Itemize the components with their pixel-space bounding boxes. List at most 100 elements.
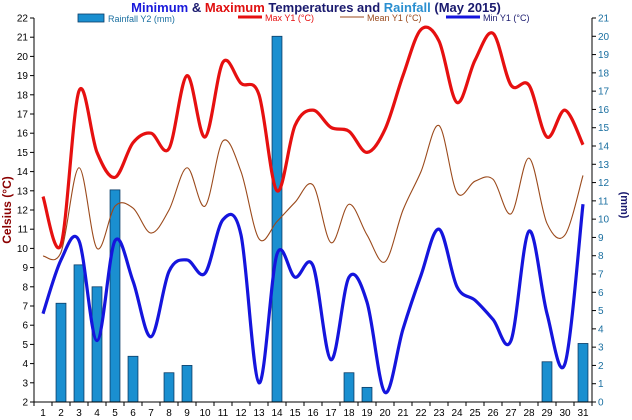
max-temperature-line xyxy=(41,25,585,250)
x-tick-label: 5 xyxy=(112,408,118,419)
left-tick-label: 11 xyxy=(18,225,29,236)
rainfall-bar xyxy=(109,189,121,403)
left-tick-label: 16 xyxy=(17,129,29,140)
rainfall-bar xyxy=(91,286,103,403)
chart-title: Minimum & Maximum Temperatures and Rainf… xyxy=(131,0,501,15)
x-tick-label: 30 xyxy=(559,408,571,419)
x-tick-label: 10 xyxy=(199,408,211,419)
left-tick-label: 4 xyxy=(22,359,28,370)
right-tick-label: 3 xyxy=(598,343,604,354)
left-tick-label: 5 xyxy=(22,340,28,351)
legend-min-label: Min Y1 (°C) xyxy=(483,13,529,23)
x-tick-label: 17 xyxy=(325,408,337,419)
rainfall-bar xyxy=(181,365,193,403)
title-part: & xyxy=(188,0,205,15)
x-tick-label: 16 xyxy=(307,408,319,419)
x-tick-label: 13 xyxy=(253,408,265,419)
title-part: Rainfall xyxy=(384,0,431,15)
x-tick-label: 24 xyxy=(451,408,463,419)
left-tick-label: 7 xyxy=(22,302,28,313)
right-tick-label: 16 xyxy=(598,105,610,116)
rainfall-bar xyxy=(271,35,283,403)
left-tick-label: 17 xyxy=(17,110,29,121)
x-tick-label: 3 xyxy=(76,408,82,419)
right-tick-label: 10 xyxy=(598,215,610,226)
rainfall-bar xyxy=(55,302,67,403)
x-tick-label: 1 xyxy=(40,408,46,419)
left-tick-label: 21 xyxy=(17,33,29,44)
right-tick-label: 14 xyxy=(598,142,610,153)
right-tick-label: 5 xyxy=(598,306,604,317)
left-tick-label: 10 xyxy=(17,244,29,255)
right-tick-label: 19 xyxy=(598,50,610,61)
right-tick-label: 2 xyxy=(598,361,604,372)
left-axis-label: Celsius (°C) xyxy=(0,176,14,243)
right-tick-label: 0 xyxy=(598,398,604,409)
right-tick-label: 20 xyxy=(598,32,610,43)
x-tick-label: 20 xyxy=(379,408,391,419)
right-tick-label: 6 xyxy=(598,288,604,299)
legend-max-label: Max Y1 (°C) xyxy=(265,13,314,23)
left-tick-label: 15 xyxy=(17,148,29,159)
left-tick-label: 13 xyxy=(17,186,29,197)
rainfall-bar xyxy=(541,361,553,403)
x-tick-label: 22 xyxy=(415,408,427,419)
min-temperature-line xyxy=(41,204,585,395)
x-tick-label: 15 xyxy=(289,408,301,419)
x-tick-label: 4 xyxy=(94,408,100,419)
x-tick-label: 12 xyxy=(235,408,247,419)
x-tick-label: 18 xyxy=(343,408,355,419)
left-tick-label: 9 xyxy=(22,263,28,274)
legend: Rainfall Y2 (mm) Max Y1 (°C) Mean Y1 (°C… xyxy=(77,13,529,24)
x-tick-label: 26 xyxy=(487,408,499,419)
temperature-lines xyxy=(41,25,585,395)
x-tick-label: 7 xyxy=(148,408,154,419)
right-tick-label: 9 xyxy=(598,233,604,244)
left-tick-label: 22 xyxy=(17,14,29,25)
x-tick-label: 28 xyxy=(523,408,535,419)
left-tick-label: 18 xyxy=(17,90,29,101)
title-part: Temperatures and xyxy=(265,0,384,15)
rainfall-bar xyxy=(163,372,175,403)
left-tick-label: 20 xyxy=(17,52,29,63)
left-tick-label: 3 xyxy=(22,378,28,389)
mean-temperature-line xyxy=(42,124,584,263)
x-tick-label: 19 xyxy=(361,408,373,419)
right-tick-label: 21 xyxy=(598,14,610,25)
rainfall-bars xyxy=(55,35,589,403)
right-tick-label: 4 xyxy=(598,324,604,335)
x-tick-label: 23 xyxy=(433,408,445,419)
right-tick-label: 17 xyxy=(598,87,610,98)
x-tick-label: 25 xyxy=(469,408,481,419)
left-tick-label: 14 xyxy=(17,167,29,178)
right-tick-label: 11 xyxy=(598,196,609,207)
right-tick-label: 12 xyxy=(598,178,610,189)
rainfall-bar xyxy=(361,386,373,403)
axes: 2345678910111213141516171819202122012345… xyxy=(17,14,610,420)
rainfall-bar xyxy=(343,372,355,403)
right-tick-label: 1 xyxy=(598,379,604,390)
right-axis-label: (mm) xyxy=(618,192,630,219)
rainfall-bar xyxy=(73,264,85,403)
title-part: (May 2015) xyxy=(431,0,501,15)
legend-rainfall-swatch xyxy=(77,13,105,23)
legend-rainfall-label: Rainfall Y2 (mm) xyxy=(108,14,175,24)
x-tick-label: 27 xyxy=(505,408,517,419)
rainfall-bar xyxy=(577,343,589,403)
x-tick-label: 9 xyxy=(184,408,190,419)
left-tick-label: 12 xyxy=(17,206,29,217)
right-tick-label: 13 xyxy=(598,160,610,171)
x-tick-label: 31 xyxy=(577,408,589,419)
legend-mean-label: Mean Y1 (°C) xyxy=(367,13,421,23)
right-tick-label: 18 xyxy=(598,68,610,79)
right-tick-label: 15 xyxy=(598,123,610,134)
right-tick-label: 8 xyxy=(598,251,604,262)
left-tick-label: 8 xyxy=(22,282,28,293)
title-part: Maximum xyxy=(205,0,265,15)
left-tick-label: 6 xyxy=(22,321,28,332)
x-tick-label: 8 xyxy=(166,408,172,419)
x-tick-label: 21 xyxy=(397,408,409,419)
rainfall-bar xyxy=(127,355,139,403)
x-tick-label: 2 xyxy=(58,408,64,419)
